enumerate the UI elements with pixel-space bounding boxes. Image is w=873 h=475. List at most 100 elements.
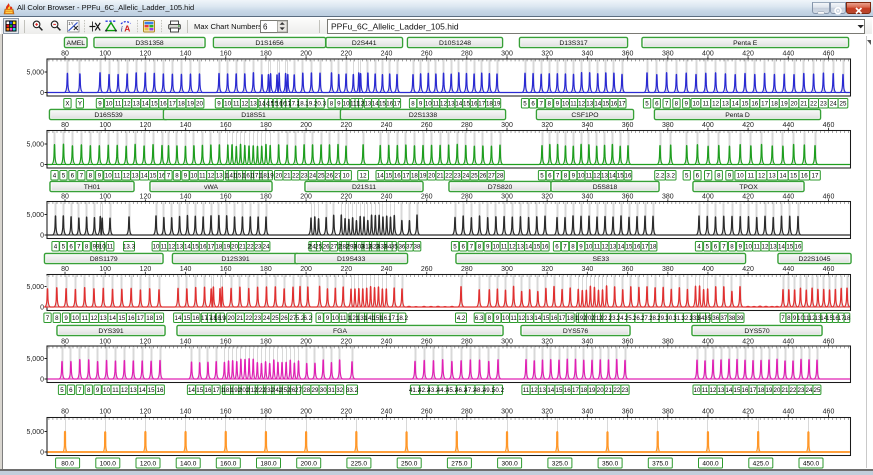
svg-text:33.2: 33.2 (689, 315, 702, 322)
svg-text:11: 11 (350, 101, 357, 108)
svg-text:27: 27 (290, 315, 297, 322)
svg-text:15: 15 (626, 244, 633, 251)
svg-text:23.2: 23.2 (264, 387, 277, 394)
svg-text:6.3: 6.3 (475, 315, 484, 322)
svg-text:11: 11 (199, 173, 206, 180)
svg-text:D19S433: D19S433 (337, 256, 366, 263)
svg-text:10: 10 (492, 244, 499, 251)
svg-text:21: 21 (284, 173, 291, 180)
svg-text:24.2: 24.2 (617, 315, 630, 322)
svg-text:9: 9 (93, 244, 97, 251)
svg-text:24: 24 (263, 315, 270, 322)
svg-text:7: 7 (470, 244, 474, 251)
svg-text:10: 10 (693, 101, 700, 108)
svg-text:320: 320 (541, 409, 553, 416)
svg-text:280: 280 (461, 266, 473, 273)
svg-text:10: 10 (502, 315, 509, 322)
svg-text:D10S1248: D10S1248 (439, 40, 471, 47)
svg-text:25: 25 (315, 244, 322, 251)
svg-text:140: 140 (180, 51, 192, 58)
svg-text:25: 25 (272, 315, 279, 322)
svg-text:6: 6 (548, 173, 552, 180)
svg-text:13: 13 (586, 101, 593, 108)
svg-text:11: 11 (803, 315, 810, 322)
svg-text:33.2: 33.2 (377, 244, 390, 251)
svg-text:6: 6 (531, 101, 535, 108)
svg-text:12: 12 (531, 387, 538, 394)
svg-text:450.0: 450.0 (803, 461, 820, 468)
svg-text:13: 13 (539, 387, 546, 394)
svg-text:16.2: 16.2 (380, 315, 393, 322)
svg-text:12: 12 (593, 173, 600, 180)
svg-text:15: 15 (790, 173, 797, 180)
svg-text:460: 460 (823, 339, 835, 346)
svg-text:27: 27 (295, 387, 302, 394)
svg-text:14: 14 (372, 101, 379, 108)
svg-text:100: 100 (99, 339, 111, 346)
svg-text:360: 360 (622, 194, 634, 201)
svg-text:49.2: 49.2 (483, 387, 496, 394)
svg-text:80: 80 (61, 122, 69, 129)
svg-text:140: 140 (180, 339, 192, 346)
svg-text:TPOX: TPOX (739, 184, 758, 191)
svg-text:380: 380 (662, 194, 674, 201)
svg-text:20: 20 (791, 101, 798, 108)
svg-text:400: 400 (702, 266, 714, 273)
svg-text:280: 280 (461, 194, 473, 201)
svg-text:30.2: 30.2 (665, 315, 678, 322)
svg-text:43.2: 43.2 (427, 387, 440, 394)
svg-text:100.0: 100.0 (100, 461, 117, 468)
svg-text:30: 30 (320, 387, 327, 394)
svg-text:14: 14 (377, 173, 384, 180)
svg-text:20: 20 (228, 315, 235, 322)
svg-text:46.2: 46.2 (455, 387, 468, 394)
svg-text:X: X (65, 101, 69, 108)
svg-text:36: 36 (398, 244, 405, 251)
svg-text:6: 6 (69, 387, 73, 394)
svg-text:13: 13 (133, 101, 140, 108)
svg-text:10: 10 (72, 315, 79, 322)
svg-text:12: 12 (758, 173, 765, 180)
svg-text:37: 37 (406, 244, 413, 251)
svg-text:11: 11 (81, 315, 88, 322)
svg-text:11: 11 (586, 173, 593, 180)
svg-text:19.2: 19.2 (231, 387, 244, 394)
svg-text:12: 12 (809, 315, 816, 322)
svg-text:7: 7 (556, 173, 560, 180)
svg-text:15: 15 (118, 315, 125, 322)
svg-text:25: 25 (840, 101, 847, 108)
svg-text:380: 380 (662, 409, 674, 416)
svg-text:340: 340 (582, 194, 594, 201)
svg-text:300: 300 (501, 51, 513, 58)
svg-text:29: 29 (312, 387, 319, 394)
svg-text:21: 21 (605, 387, 612, 394)
svg-text:25: 25 (471, 173, 478, 180)
svg-text:41.2: 41.2 (409, 387, 422, 394)
svg-text:13: 13 (176, 244, 183, 251)
svg-text:23: 23 (301, 173, 308, 180)
svg-text:100: 100 (99, 194, 111, 201)
svg-text:20: 20 (597, 387, 604, 394)
svg-text:13: 13 (130, 387, 137, 394)
svg-text:D5S818: D5S818 (593, 184, 618, 191)
svg-text:440: 440 (782, 194, 794, 201)
svg-text:11: 11 (340, 315, 347, 322)
svg-text:10: 10 (153, 244, 160, 251)
svg-text:10: 10 (99, 244, 106, 251)
svg-text:CSF1PO: CSF1PO (571, 112, 598, 119)
svg-text:300: 300 (501, 409, 513, 416)
svg-text:36: 36 (712, 315, 719, 322)
svg-text:38: 38 (728, 315, 735, 322)
svg-text:34.2: 34.2 (384, 244, 397, 251)
svg-text:240: 240 (381, 339, 393, 346)
svg-text:20: 20 (428, 173, 435, 180)
svg-text:19: 19 (420, 173, 427, 180)
svg-text:8: 8 (85, 244, 89, 251)
svg-text:29.2: 29.2 (657, 315, 670, 322)
svg-text:13: 13 (364, 101, 371, 108)
svg-text:15: 15 (385, 173, 392, 180)
svg-text:16: 16 (634, 244, 641, 251)
svg-text:420: 420 (742, 266, 754, 273)
svg-text:15: 15 (150, 173, 157, 180)
svg-text:13: 13 (100, 315, 107, 322)
